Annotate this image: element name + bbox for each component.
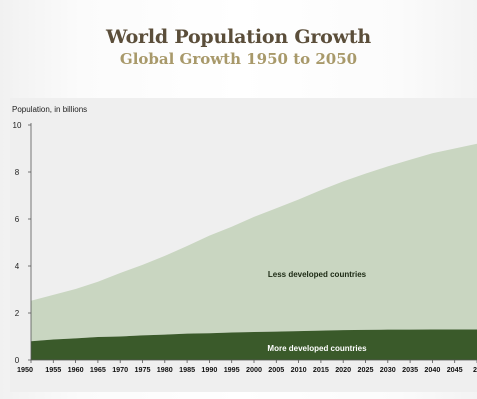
y-tick-label: 2 <box>15 309 20 318</box>
x-tick-label: 1960 <box>68 365 84 374</box>
y-tick-label: 8 <box>15 168 20 177</box>
series-label-less-developed: Less developed countries <box>268 270 367 279</box>
x-tick-label: 1955 <box>45 365 61 374</box>
x-tick-label: 1970 <box>112 365 128 374</box>
x-tick-label: 1965 <box>90 365 106 374</box>
x-tick-label: 20 <box>473 365 477 374</box>
x-tick-label: 1950 <box>17 365 33 374</box>
slide-title: World Population Growth <box>105 26 372 48</box>
x-tick-label: 1980 <box>157 365 173 374</box>
x-tick-label: 2020 <box>335 365 351 374</box>
x-tick-label: 2005 <box>268 365 284 374</box>
x-tick-label: 2045 <box>447 365 463 374</box>
area-more-developed <box>31 329 477 360</box>
x-tick-label: 2000 <box>246 365 262 374</box>
x-tick-label: 1990 <box>201 365 217 374</box>
y-axis-label: Population, in billions <box>12 105 87 114</box>
y-tick-label: 0 <box>15 356 20 365</box>
slide-subtitle: Global Growth 1950 to 2050 <box>119 50 358 68</box>
x-tick-label: 2030 <box>380 365 396 374</box>
x-tick-label: 1975 <box>135 365 151 374</box>
x-tick-label: 1985 <box>179 365 195 374</box>
x-tick-label: 2040 <box>424 365 440 374</box>
x-tick-label: 1995 <box>224 365 240 374</box>
y-tick-label: 6 <box>15 215 20 224</box>
x-tick-label: 2010 <box>291 365 307 374</box>
x-tick-label: 2015 <box>313 365 329 374</box>
series-label-more-developed: More developed countries <box>267 344 367 353</box>
x-tick-label: 2025 <box>358 365 374 374</box>
y-tick-label: 10 <box>13 121 22 130</box>
x-tick-label: 2035 <box>402 365 418 374</box>
y-tick-label: 4 <box>15 262 20 271</box>
area-less-developed <box>31 143 477 342</box>
